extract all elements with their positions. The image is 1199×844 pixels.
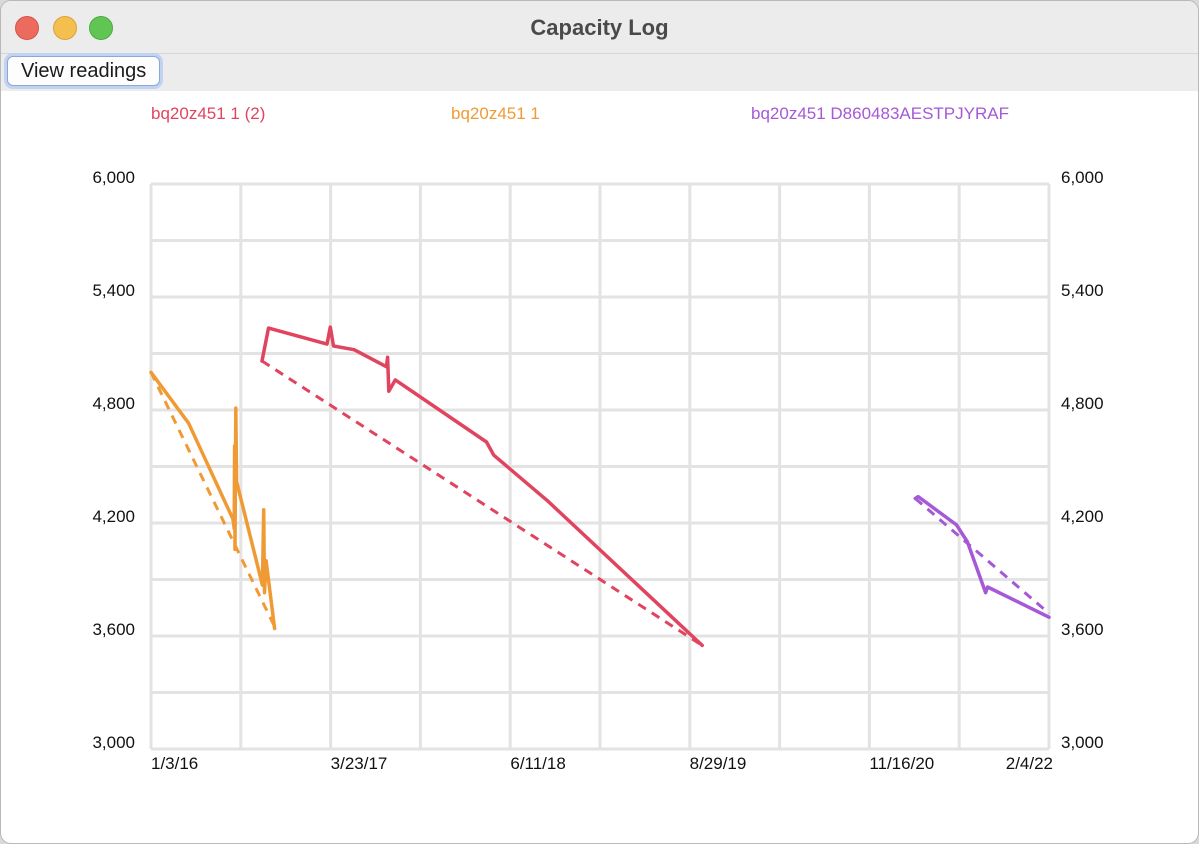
y-tick-label-right: 5,400 — [1061, 281, 1104, 300]
chart-grid — [149, 182, 1051, 751]
x-tick-label: 2/4/22 — [1006, 754, 1053, 773]
y-tick-label-right: 6,000 — [1061, 168, 1104, 187]
series-trend-line — [261, 359, 704, 647]
x-tick-label: 11/16/20 — [869, 754, 934, 773]
y-tick-label-right: 4,800 — [1061, 394, 1104, 413]
zoom-window-button[interactable] — [89, 16, 113, 40]
y-tick-label-left: 4,200 — [92, 507, 135, 526]
toolbar: View readings — [1, 54, 1198, 91]
y-tick-label-right: 3,600 — [1061, 620, 1104, 639]
series-group — [149, 370, 277, 631]
legend-entry: bq20z451 D860483AESTPJYRAF — [751, 104, 1009, 123]
y-tick-label-left: 3,600 — [92, 620, 135, 639]
title-bar: Capacity Log — [1, 1, 1198, 54]
y-tick-label-left: 6,000 — [92, 168, 135, 187]
view-readings-button[interactable]: View readings — [7, 56, 161, 86]
x-tick-label: 1/3/16 — [151, 754, 198, 773]
y-tick-label-right: 3,000 — [1061, 733, 1104, 752]
series-line — [913, 494, 1051, 619]
series-group — [913, 494, 1051, 619]
y-tick-label-left: 4,800 — [92, 394, 135, 413]
y-tick-label-right: 4,200 — [1061, 507, 1104, 526]
x-tick-label: 6/11/18 — [510, 754, 565, 773]
window-title: Capacity Log — [530, 15, 669, 40]
x-tick-label: 8/29/19 — [690, 754, 747, 773]
y-tick-label-left: 5,400 — [92, 281, 135, 300]
legend-entry: bq20z451 1 (2) — [151, 104, 265, 123]
x-tick-label: 3/23/17 — [331, 754, 388, 773]
y-tick-label-left: 3,000 — [92, 733, 135, 752]
series-trend-line — [914, 497, 1050, 615]
series-line — [149, 370, 277, 631]
legend-entry: bq20z451 1 — [451, 104, 540, 123]
series-group — [260, 325, 704, 648]
series-line — [260, 325, 704, 648]
close-window-button[interactable] — [15, 16, 39, 40]
minimize-window-button[interactable] — [53, 16, 77, 40]
